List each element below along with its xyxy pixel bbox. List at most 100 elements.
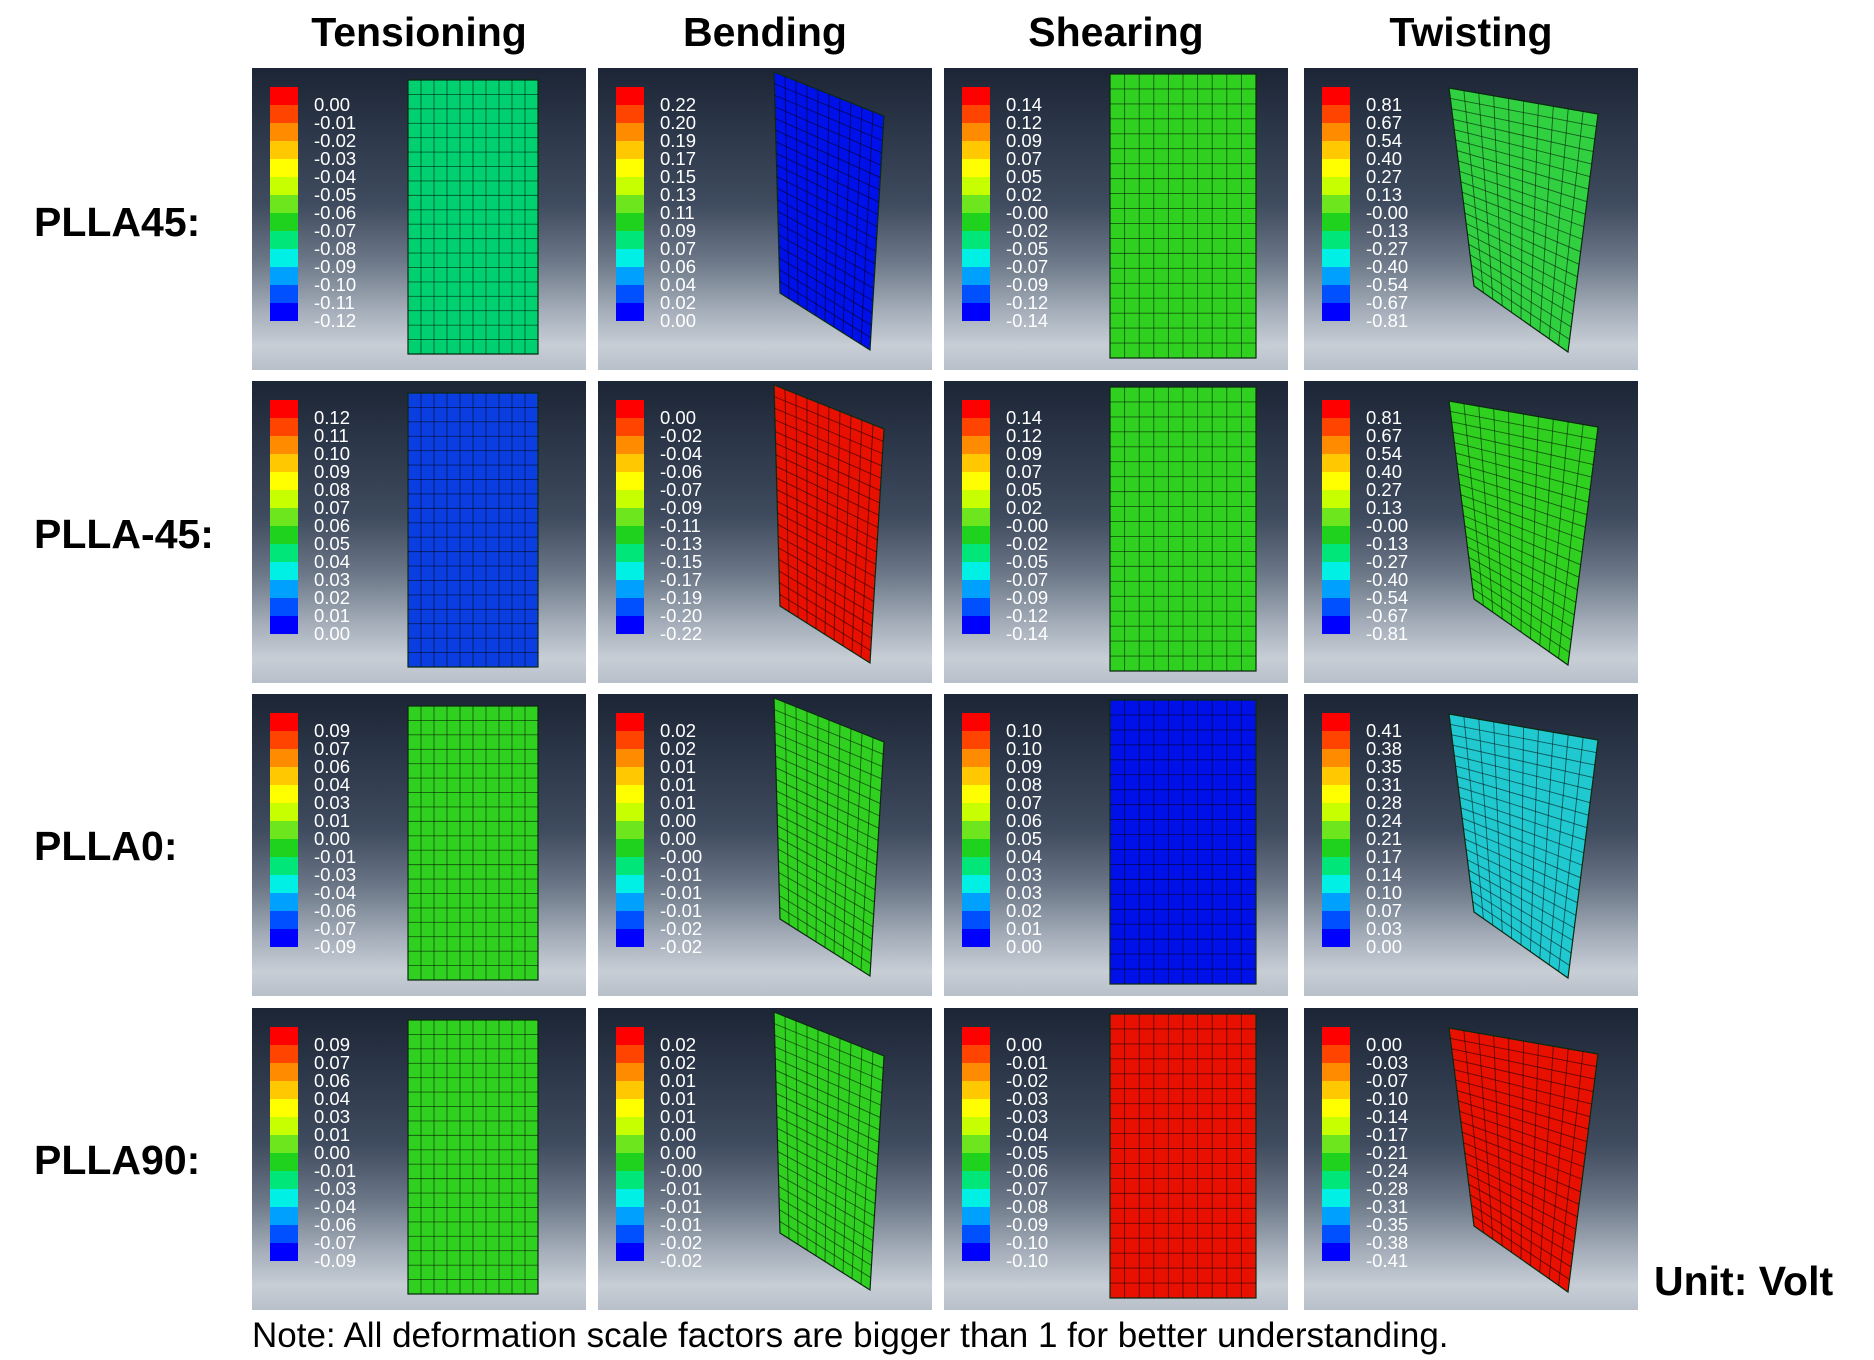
legend-value: 0.12 (1006, 112, 1043, 133)
mesh-line (775, 454, 880, 504)
legend-swatch (270, 472, 298, 490)
legend-swatch (616, 87, 644, 105)
legend-value: -0.12 (1006, 292, 1049, 313)
legend-swatch (1322, 159, 1350, 177)
legend-swatch (1322, 123, 1350, 141)
legend-swatch (270, 893, 298, 911)
legend-value: 0.01 (660, 756, 697, 777)
mesh-line (774, 720, 883, 768)
legend-value: -0.20 (660, 605, 703, 626)
legend-value: -0.01 (660, 1196, 703, 1217)
deformed-mesh (773, 384, 885, 665)
legend-swatch (1322, 454, 1350, 472)
legend-value: -0.11 (660, 515, 701, 536)
legend-swatch (1322, 598, 1350, 616)
legend-value: 0.00 (1006, 1034, 1043, 1055)
legend-swatch (962, 400, 990, 418)
row-label-plla-45: PLLA-45: (34, 511, 214, 557)
legend-swatch (616, 490, 644, 508)
legend-swatch (270, 1135, 298, 1153)
legend-value: -0.31 (1366, 1196, 1409, 1217)
legend-swatch (1322, 580, 1350, 598)
legend-swatch (616, 1099, 644, 1117)
legend-value: 0.14 (1006, 407, 1043, 428)
legend-value: 0.02 (1006, 184, 1043, 205)
legend-value: -0.04 (1006, 1124, 1049, 1145)
legend-value: -0.21 (1366, 1142, 1409, 1163)
legend-value: 0.27 (1366, 479, 1403, 500)
legend-swatch (616, 1135, 644, 1153)
legend-value: 0.38 (1366, 738, 1403, 759)
legend-swatch (962, 580, 990, 598)
mesh-line (774, 407, 883, 455)
legend-swatch (270, 1027, 298, 1045)
legend-swatch (962, 159, 990, 177)
legend-value: -0.03 (314, 1178, 357, 1199)
mesh-line (1455, 765, 1591, 804)
mesh-line (775, 755, 881, 804)
legend-swatch (270, 1207, 298, 1225)
legend-value: 0.02 (660, 292, 697, 313)
legend-value: -0.05 (1006, 551, 1049, 572)
legend-value: -0.07 (1006, 569, 1049, 590)
legend-value: 0.04 (1006, 846, 1043, 867)
contour-panel-plla0-tensioning: 0.09 0.07 0.06 0.04 0.03 0.01 0.00 -0.01 -0.03 -0… (252, 694, 586, 996)
legend-swatch (270, 1063, 298, 1081)
legend-swatch (1322, 87, 1350, 105)
deformed-mesh (1448, 1027, 1599, 1294)
mesh-line (778, 257, 873, 314)
legend-value: -0.12 (314, 310, 357, 331)
legend-value: 0.09 (660, 220, 697, 241)
legend-value: 0.13 (660, 184, 697, 205)
mesh-line (1539, 106, 1554, 333)
mesh-line (860, 111, 874, 345)
legend-value: 0.00 (314, 1142, 351, 1163)
legend-value: 0.03 (1006, 864, 1043, 885)
mesh-line (776, 477, 879, 528)
legend-swatch (962, 1099, 990, 1117)
legend-value: 0.35 (1366, 756, 1403, 777)
mesh-line (1455, 139, 1591, 178)
legend-value: -0.00 (660, 1160, 703, 1181)
legend-value: 0.17 (660, 148, 697, 169)
mesh-line (774, 732, 882, 780)
legend-swatch (616, 749, 644, 767)
legend-swatch (962, 123, 990, 141)
legend-value: -0.35 (1366, 1214, 1409, 1235)
legend-swatch (962, 1189, 990, 1207)
legend-swatch (270, 1099, 298, 1117)
legend-value: 0.01 (314, 810, 351, 831)
legend-value: 0.07 (314, 738, 351, 759)
legend-value: 0.09 (314, 461, 351, 482)
legend-value: -0.28 (1366, 1178, 1409, 1199)
legend-value: -0.04 (314, 1196, 357, 1217)
legend-value: 0.13 (1366, 184, 1403, 205)
legend-value: -0.14 (1366, 1106, 1409, 1127)
mesh-line (1493, 1035, 1503, 1246)
legend-swatch (270, 544, 298, 562)
mesh-line (1529, 103, 1539, 326)
mesh-line (1459, 796, 1586, 841)
mesh-line (1472, 1215, 1570, 1280)
mesh-line (1465, 1163, 1578, 1218)
legend-value: 0.03 (314, 569, 351, 590)
legend-value: 0.67 (1366, 425, 1403, 446)
mesh-line (1451, 421, 1595, 453)
legend-swatch (616, 436, 644, 454)
legend-swatch (962, 436, 990, 454)
mesh-line (1452, 431, 1594, 466)
deformed-mesh (1448, 400, 1599, 667)
legend-value: 0.00 (1366, 1034, 1403, 1055)
mesh-line (1450, 97, 1597, 127)
legend-swatch (616, 418, 644, 436)
legend-value: -0.04 (314, 882, 357, 903)
legend-value: -0.08 (314, 238, 357, 259)
mesh-line (779, 280, 871, 339)
mesh-line (1467, 1173, 1577, 1230)
legend-swatch (270, 1189, 298, 1207)
legend-swatch (1322, 857, 1350, 875)
legend-swatch (270, 731, 298, 749)
mesh-line (774, 396, 884, 442)
contour-panel-plla45-shearing: 0.14 0.12 0.09 0.07 0.05 0.02 -0.00 -0.02 -0.05-… (944, 68, 1288, 370)
deformed-mesh (407, 705, 539, 981)
